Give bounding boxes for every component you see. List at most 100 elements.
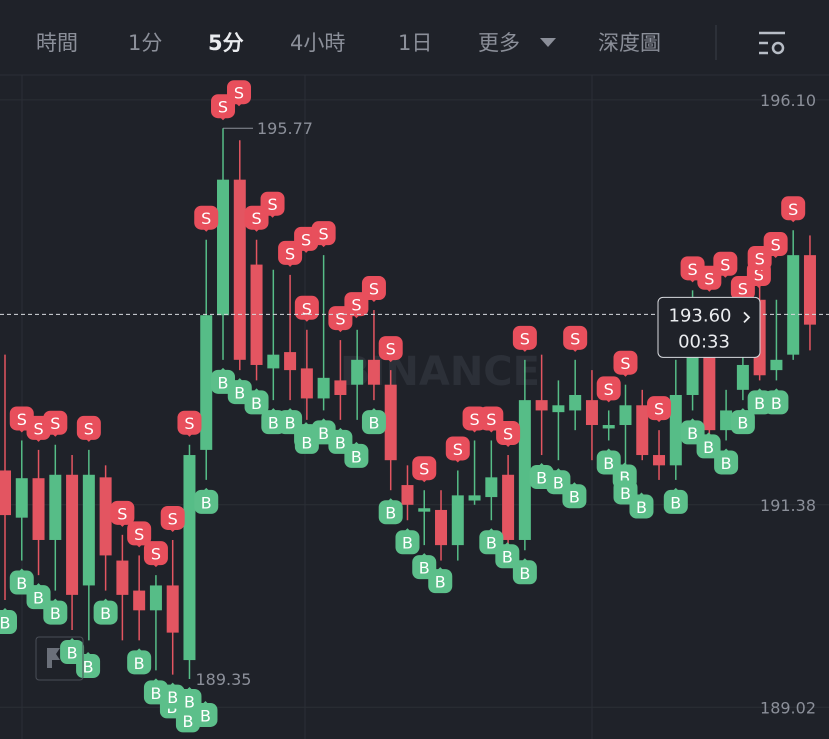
marker-label: S (654, 400, 664, 419)
timeframe-tab[interactable]: 時間 (36, 31, 78, 55)
candle-body (284, 352, 297, 371)
y-tick-label: 191.38 (760, 496, 816, 515)
marker-box (177, 410, 202, 435)
sell-marker: S (260, 191, 285, 218)
marker-box (193, 702, 218, 727)
marker-box (361, 276, 386, 301)
marker-label: S (301, 230, 311, 249)
tool-button[interactable] (35, 636, 84, 681)
marker-label: B (184, 692, 195, 711)
buy-marker: B (663, 487, 688, 514)
settings-icon[interactable] (759, 31, 785, 55)
candle-body (367, 359, 380, 385)
candle-body (669, 394, 682, 466)
timeframe-tab[interactable]: 深度圖 (598, 31, 661, 55)
marker-label: S (17, 410, 27, 429)
marker-box (43, 600, 68, 625)
price-box[interactable] (657, 296, 761, 358)
marker-label: B (721, 454, 732, 473)
marker-label: S (604, 380, 614, 399)
marker-label: B (67, 644, 78, 663)
marker-label: B (234, 384, 245, 403)
marker-label: B (167, 688, 178, 707)
timeframe-tab[interactable]: 更多 (478, 31, 520, 55)
timeframe-tab[interactable]: 4小時 (290, 31, 345, 55)
buy-marker: B (0, 608, 17, 635)
marker-box (361, 410, 386, 435)
candle-body (384, 384, 397, 461)
marker-box (512, 325, 537, 350)
marker-box (596, 376, 621, 401)
marker-label: S (771, 236, 781, 255)
marker-label: B (301, 433, 312, 452)
marker-label: B (318, 424, 329, 443)
marker-box (344, 292, 369, 317)
sell-marker: S (647, 396, 672, 423)
marker-label: B (218, 373, 229, 392)
candle-body (267, 354, 280, 369)
timeframe-tab[interactable]: 5分 (208, 31, 244, 55)
toolbar: 時間 1分 5分 4小時 1日 更多 深度圖 (36, 31, 661, 55)
marker-label: B (553, 474, 564, 493)
marker-box (629, 494, 654, 519)
candle-body (468, 495, 481, 501)
candle-body (183, 455, 196, 661)
candle-body (317, 377, 330, 399)
high-label: 195.77 (257, 119, 313, 138)
marker-label: S (369, 280, 379, 299)
candle-body (217, 179, 230, 316)
marker-label: S (754, 266, 764, 285)
candle-body (602, 425, 615, 429)
marker-box (495, 544, 520, 569)
marker-label: S (720, 255, 730, 274)
buy-marker: B (512, 558, 537, 585)
marker-label: B (419, 559, 430, 578)
marker-box (763, 232, 788, 257)
sell-marker: S (445, 436, 470, 463)
marker-box (143, 541, 168, 566)
timeframe-tab[interactable]: 1分 (128, 31, 162, 55)
marker-label: S (251, 209, 261, 228)
marker-label: B (519, 564, 530, 583)
sell-marker: S (378, 336, 403, 363)
low-label: 189.35 (195, 670, 251, 689)
marker-box (294, 295, 319, 320)
sell-marker: S (76, 415, 101, 442)
sell-marker: S (596, 376, 621, 403)
candle-body (569, 394, 582, 411)
candle-body (535, 400, 548, 411)
marker-box (713, 251, 738, 276)
candle-body (619, 405, 632, 426)
sell-marker: S (512, 325, 537, 352)
candle-body (418, 508, 431, 512)
candle-body (233, 179, 246, 360)
candle-body (720, 410, 733, 431)
marker-box (714, 450, 739, 475)
sell-marker: S (43, 410, 68, 437)
marker-label: S (503, 425, 513, 444)
marker-label: B (200, 706, 211, 725)
buy-marker: B (194, 487, 219, 514)
marker-label: B (285, 414, 296, 433)
candle-body (636, 405, 649, 456)
marker-label: S (319, 225, 329, 244)
marker-label: B (402, 534, 413, 553)
marker-box (647, 396, 672, 421)
sell-marker: S (143, 541, 168, 568)
candle-body (49, 474, 62, 540)
marker-box (93, 600, 118, 625)
marker-label: B (16, 574, 27, 593)
marker-label: B (687, 424, 698, 443)
sell-marker: S (713, 251, 738, 278)
marker-box (781, 196, 806, 221)
marker-box (730, 410, 755, 435)
marker-box (496, 421, 521, 446)
marker-label: B (182, 712, 193, 731)
marker-box (76, 654, 101, 679)
candle-body (0, 470, 11, 516)
marker-box (127, 650, 152, 675)
y-tick-label: 196.10 (760, 91, 816, 110)
timeframe-tab[interactable]: 1日 (398, 31, 432, 55)
marker-box (512, 560, 537, 585)
